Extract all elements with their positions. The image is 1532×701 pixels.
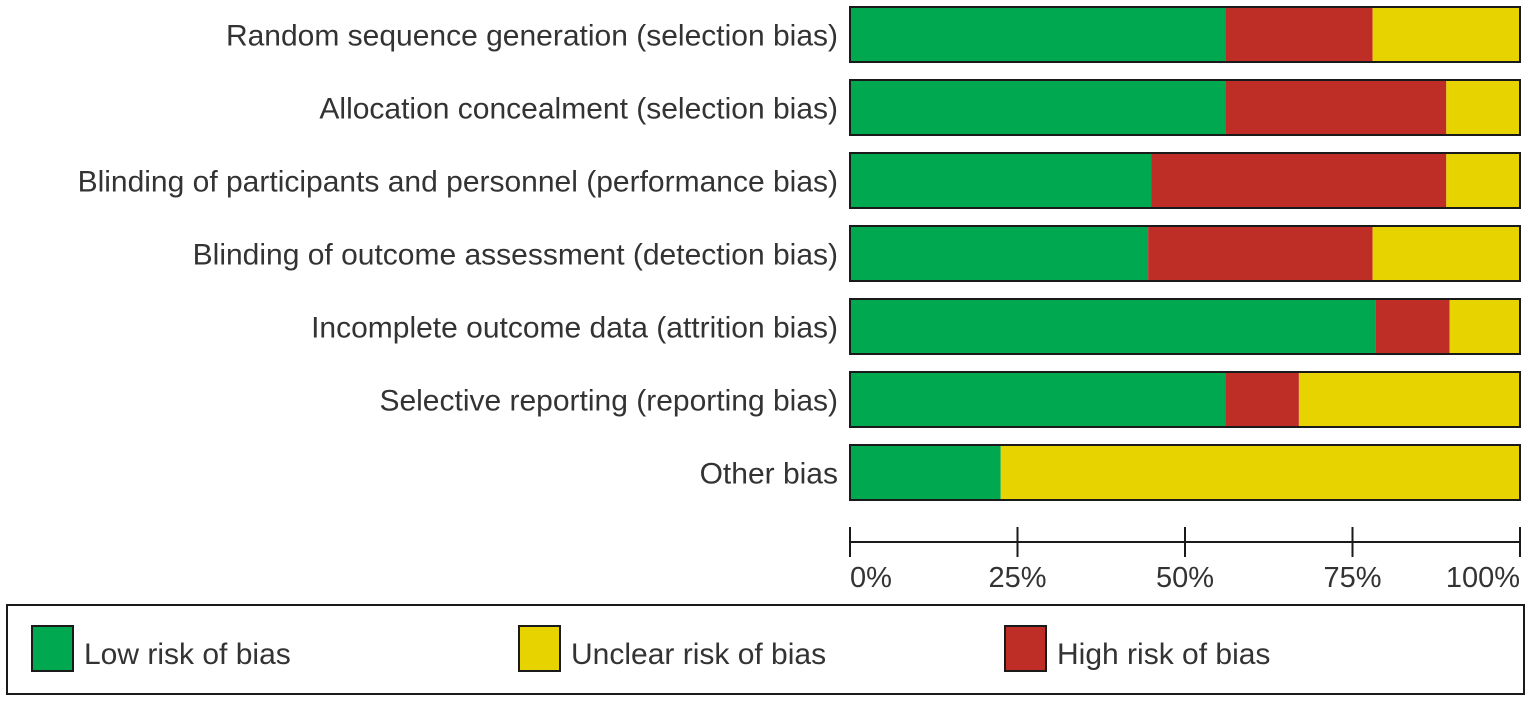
legend-label: Low risk of bias (84, 638, 291, 671)
bias-row-allocation-concealment-selection-bias: Allocation concealment (selection bias) (319, 79, 1521, 136)
category-label: Blinding of outcome assessment (detectio… (193, 239, 838, 272)
bar-outline (849, 371, 1521, 428)
legend-swatch (31, 625, 74, 672)
bar-unclear-blinding-of-participants-and-personnel-performance-bias (1446, 153, 1520, 208)
x-tick-label: 0% (850, 562, 892, 594)
bar-high-incomplete-outcome-data-attrition-bias (1375, 299, 1450, 354)
bar-high-random-sequence-generation-selection-bias (1225, 7, 1373, 62)
bar-low-allocation-concealment-selection-bias (850, 80, 1226, 135)
bar-outline (849, 298, 1521, 355)
bar-low-blinding-of-participants-and-personnel-performance-bias (850, 153, 1152, 208)
bar-outline (849, 79, 1521, 136)
legend-label: High risk of bias (1057, 638, 1270, 671)
category-label: Selective reporting (reporting bias) (379, 385, 838, 418)
bar-unclear-random-sequence-generation-selection-bias (1372, 7, 1520, 62)
bar-unclear-incomplete-outcome-data-attrition-bias (1449, 299, 1520, 354)
legend-swatch (518, 625, 561, 672)
x-tick-label: 75% (1323, 562, 1381, 594)
category-label: Random sequence generation (selection bi… (226, 20, 838, 53)
category-label: Allocation concealment (selection bias) (319, 93, 838, 126)
x-tick-label: 50% (1156, 562, 1214, 594)
bar-high-blinding-of-outcome-assessment-detection-bias (1148, 226, 1373, 281)
bar-unclear-allocation-concealment-selection-bias (1446, 80, 1520, 135)
bar-outline (849, 225, 1521, 282)
bar-low-random-sequence-generation-selection-bias (850, 7, 1226, 62)
legend-item-high-risk-of-bias: High risk of bias (1004, 625, 1270, 672)
category-label: Incomplete outcome data (attrition bias) (311, 312, 838, 345)
bias-rows: Random sequence generation (selection bi… (78, 6, 1521, 501)
bar-low-selective-reporting-reporting-bias (850, 372, 1226, 427)
bar-outline (849, 152, 1521, 209)
bias-row-incomplete-outcome-data-attrition-bias: Incomplete outcome data (attrition bias) (311, 298, 1521, 355)
bar-low-blinding-of-outcome-assessment-detection-bias (850, 226, 1149, 281)
bar-high-selective-reporting-reporting-bias (1225, 372, 1299, 427)
bar-high-allocation-concealment-selection-bias (1225, 80, 1447, 135)
bar-low-other-bias (850, 445, 1001, 500)
bar-unclear-selective-reporting-reporting-bias (1298, 372, 1520, 427)
x-axis: 0% 25% 50% 75% 100% (849, 527, 1521, 594)
legend-item-unclear-risk-of-bias: Unclear risk of bias (518, 625, 826, 672)
bar-outline (849, 444, 1521, 501)
x-tick-label: 100% (1446, 562, 1520, 594)
bias-row-random-sequence-generation-selection-bias: Random sequence generation (selection bi… (226, 6, 1521, 63)
bar-low-incomplete-outcome-data-attrition-bias (850, 299, 1376, 354)
category-label: Other bias (700, 458, 838, 491)
bias-row-selective-reporting-reporting-bias: Selective reporting (reporting bias) (379, 371, 1521, 428)
bar-unclear-blinding-of-outcome-assessment-detection-bias (1372, 226, 1520, 281)
legend-swatch (1004, 625, 1047, 672)
x-tick-label: 25% (988, 562, 1046, 594)
bias-row-blinding-of-outcome-assessment-detection-bias: Blinding of outcome assessment (detectio… (193, 225, 1521, 282)
bias-row-blinding-of-participants-and-personnel-performance-bias: Blinding of participants and personnel (… (78, 152, 1521, 209)
bar-unclear-other-bias (1000, 445, 1520, 500)
legend: Low risk of bias Unclear risk of bias High… (6, 604, 1525, 695)
category-label: Blinding of participants and personnel (… (78, 166, 838, 199)
bias-row-other-bias: Other bias (700, 444, 1521, 501)
legend-item-low-risk-of-bias: Low risk of bias (31, 625, 291, 672)
legend-box (6, 604, 1525, 695)
bar-high-blinding-of-participants-and-personnel-performance-bias (1151, 153, 1447, 208)
legend-label: Unclear risk of bias (571, 638, 826, 671)
bar-outline (849, 6, 1521, 63)
